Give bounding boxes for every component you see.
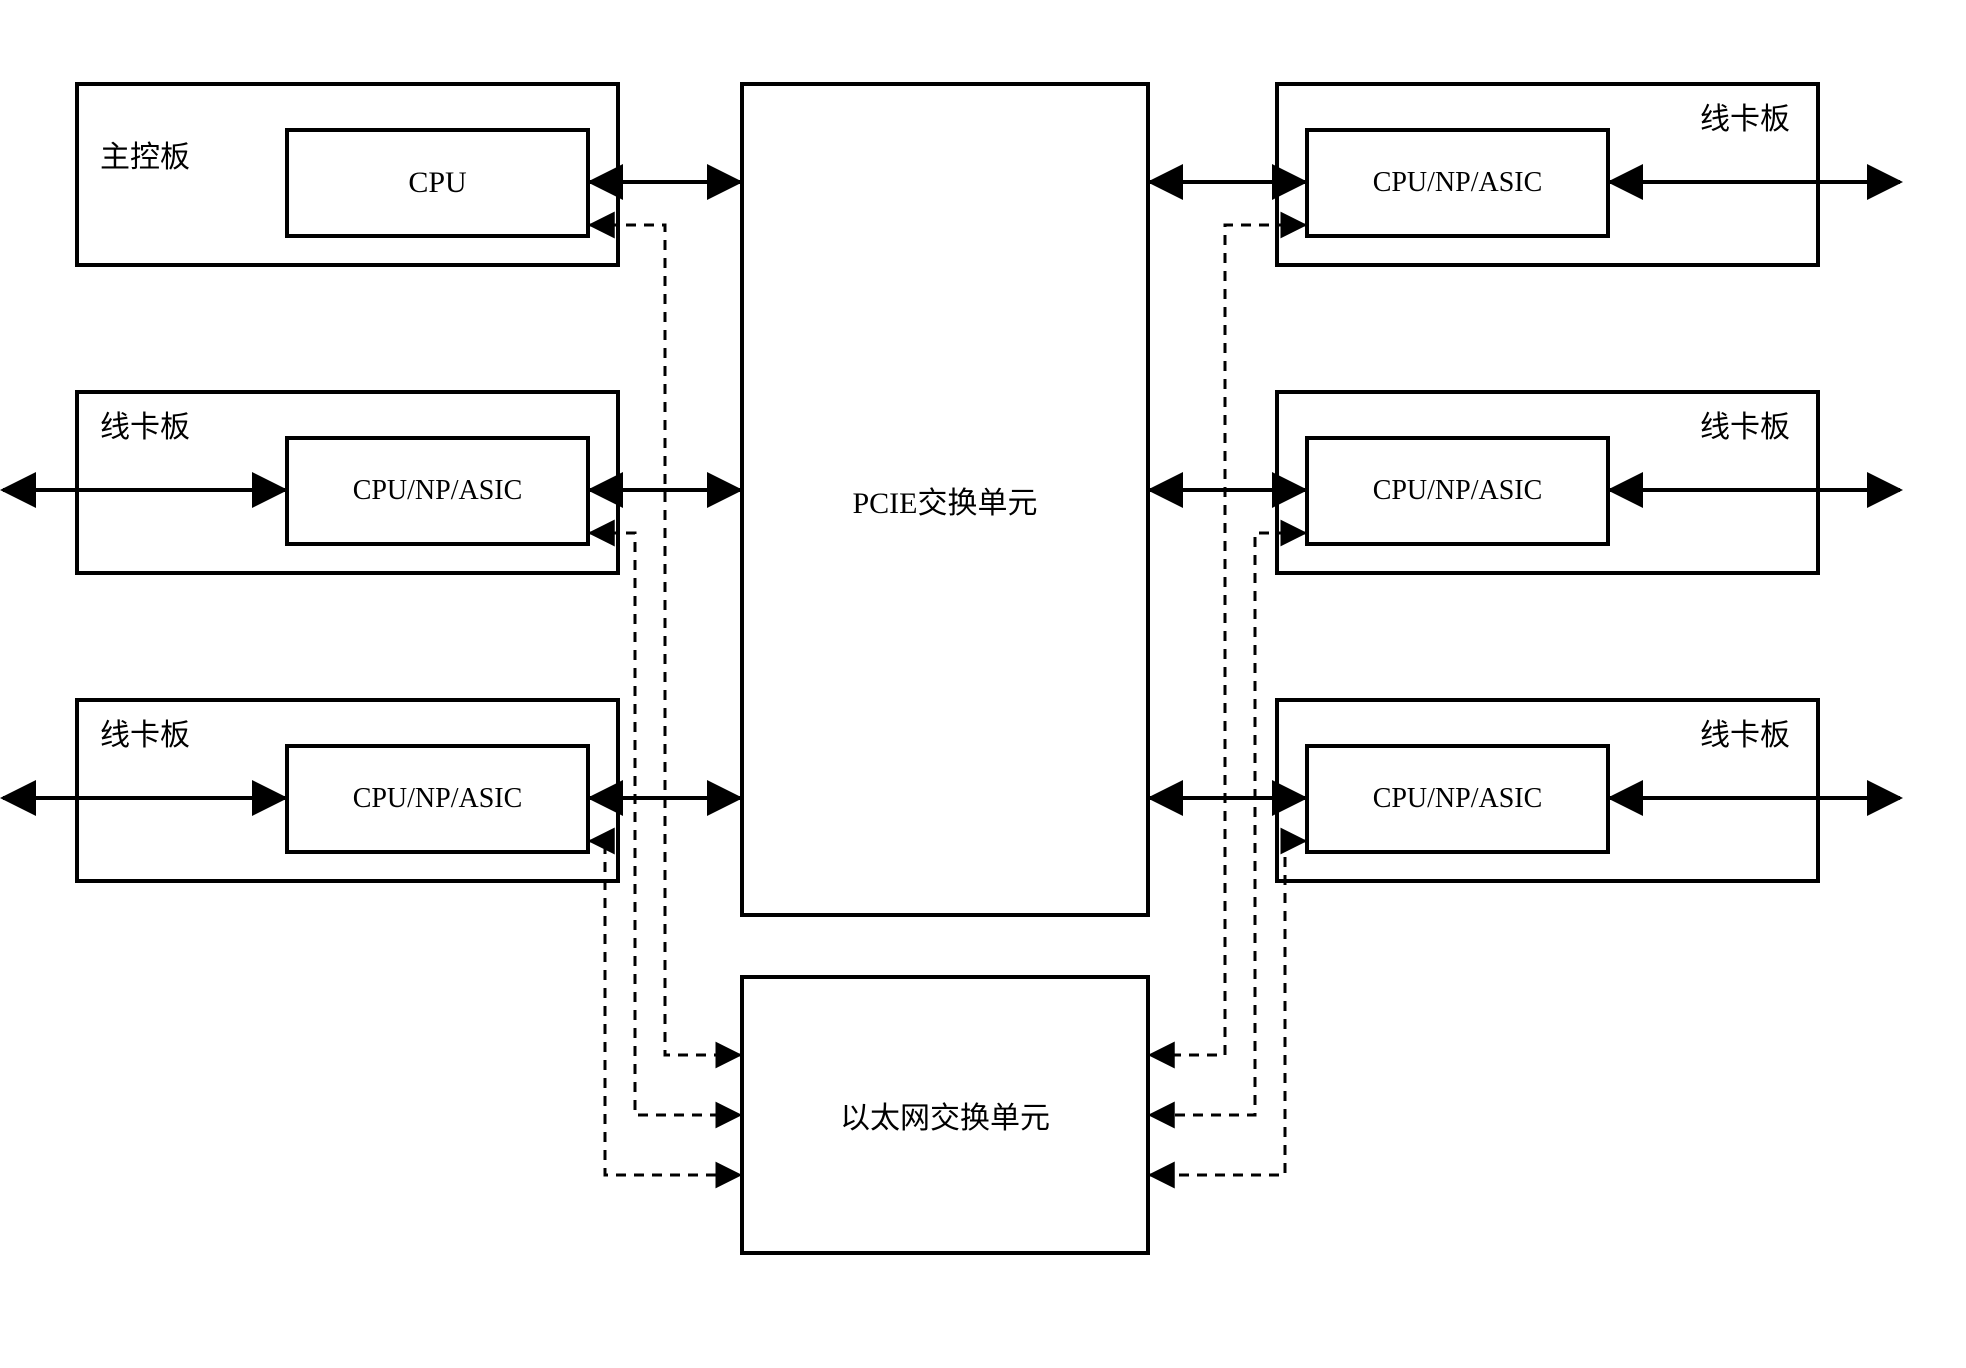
ethernet-label: 以太网交换单元 xyxy=(840,1093,1050,1137)
line-card-right-2-chip: CPU/NP/ASIC xyxy=(1305,744,1610,854)
diagram-canvas: PCIE交换单元 以太网交换单元 主控板 CPU 线卡板 CPU/NP/ASIC… xyxy=(0,0,1966,1368)
line-card-right-0-chip: CPU/NP/ASIC xyxy=(1305,128,1610,238)
cpu-label: CPU xyxy=(408,166,466,200)
pcie-label: PCIE交换单元 xyxy=(852,478,1037,522)
chip-label: CPU/NP/ASIC xyxy=(1373,167,1543,199)
line-card-left-2-title: 线卡板 xyxy=(100,710,190,754)
line-card-right-0-title: 线卡板 xyxy=(1700,94,1790,138)
line-card-right-2-title: 线卡板 xyxy=(1700,710,1790,754)
main-control-title: 主控板 xyxy=(100,132,190,176)
chip-label: CPU/NP/ASIC xyxy=(1373,475,1543,507)
line-card-left-1-chip: CPU/NP/ASIC xyxy=(285,436,590,546)
line-card-left-2-chip: CPU/NP/ASIC xyxy=(285,744,590,854)
line-card-left-1-title: 线卡板 xyxy=(100,402,190,446)
line-card-right-1-title: 线卡板 xyxy=(1700,402,1790,446)
ethernet-switch-unit: 以太网交换单元 xyxy=(740,975,1150,1255)
chip-label: CPU/NP/ASIC xyxy=(353,475,523,507)
pcie-switch-unit: PCIE交换单元 xyxy=(740,82,1150,917)
chip-label: CPU/NP/ASIC xyxy=(1373,783,1543,815)
chip-label: CPU/NP/ASIC xyxy=(353,783,523,815)
main-control-cpu: CPU xyxy=(285,128,590,238)
line-card-right-1-chip: CPU/NP/ASIC xyxy=(1305,436,1610,546)
